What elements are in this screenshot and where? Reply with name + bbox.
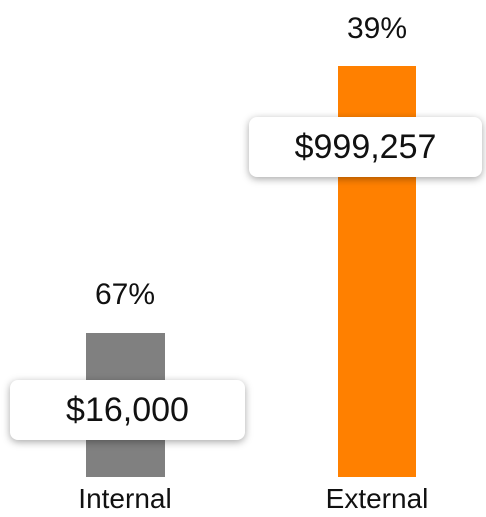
internal-amount: $16,000: [10, 380, 245, 440]
internal-percent: 67%: [94, 278, 156, 311]
external-percent: 39%: [346, 12, 408, 45]
external-amount: $999,257: [249, 117, 482, 177]
external-label: External: [325, 483, 429, 514]
internal-label: Internal: [78, 483, 172, 514]
